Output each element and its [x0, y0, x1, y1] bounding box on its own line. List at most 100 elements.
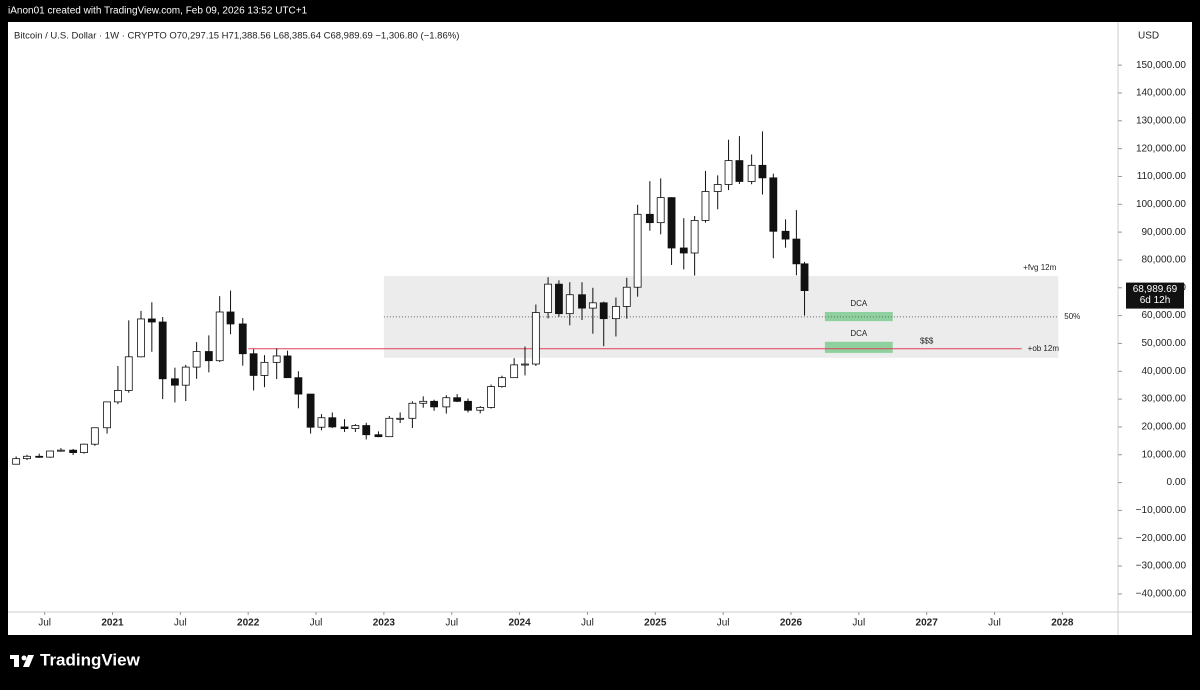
candle-body	[679, 247, 688, 254]
y-tick-label: 30,000.00	[1142, 394, 1187, 405]
candle-body	[645, 213, 654, 224]
candle-body	[747, 164, 756, 182]
candle-body	[476, 407, 485, 411]
candle-body	[724, 160, 733, 185]
candle-body	[57, 449, 65, 452]
annotation: $$$	[920, 336, 934, 345]
candle-body	[656, 197, 665, 224]
candle-body	[90, 427, 99, 445]
candle-body	[769, 177, 778, 232]
candle-body	[215, 311, 224, 362]
candle-body	[487, 386, 495, 408]
y-tick-label: 90,000.00	[1142, 227, 1187, 238]
candle-body	[430, 400, 438, 408]
candle-body	[103, 401, 111, 429]
candle-body	[114, 390, 122, 403]
logo	[10, 655, 34, 667]
zone-label: +fvg 12m	[1023, 263, 1056, 272]
candle-body	[340, 426, 349, 429]
x-tick-label: 2023	[373, 618, 396, 629]
x-tick-label: 2022	[237, 618, 260, 629]
candle-body	[35, 455, 44, 458]
candle-body	[419, 400, 428, 404]
x-tick-label: Jul	[988, 618, 1001, 629]
y-tick-label: 0.00	[1167, 477, 1187, 488]
y-tick-label: −30,000.00	[1136, 561, 1187, 572]
y-tick-label: 150,000.00	[1136, 60, 1186, 71]
candle-body	[226, 311, 235, 325]
candle-body	[510, 364, 519, 379]
candle-body	[238, 323, 247, 355]
candle-body	[464, 400, 472, 411]
candle-body	[362, 425, 371, 436]
candle-body	[124, 356, 133, 391]
x-tick-label: Jul	[310, 618, 323, 629]
x-tick-label: 2025	[644, 618, 667, 629]
candle-body	[69, 449, 78, 453]
candle-body	[260, 361, 269, 376]
x-tick-label: Jul	[717, 618, 730, 629]
candle-body	[701, 191, 710, 221]
candle-body	[12, 458, 21, 465]
currency: USD	[1138, 31, 1159, 42]
x-tick-label: Jul	[174, 618, 187, 629]
candle-body	[374, 434, 383, 438]
level-label: 50%	[1064, 312, 1080, 321]
candle-body	[521, 363, 529, 366]
candle-body	[317, 417, 326, 428]
y-tick-label: 120,000.00	[1136, 143, 1186, 154]
x-tick-label: Jul	[852, 618, 865, 629]
x-tick-label: 2028	[1051, 618, 1074, 629]
candle-body	[328, 417, 337, 428]
price-tag-label: 68,989.69	[1133, 284, 1178, 295]
y-tick-label: 10,000.00	[1142, 449, 1187, 460]
zone	[383, 275, 1059, 358]
candle-body	[612, 306, 620, 320]
candle-body	[283, 355, 292, 379]
y-tick-label: 60,000.00	[1142, 310, 1187, 321]
candle-body	[498, 377, 506, 387]
level-label: +ob 12m	[1028, 344, 1060, 353]
y-tick-label: −10,000.00	[1136, 505, 1187, 516]
candle-body	[758, 164, 767, 179]
candle-body	[735, 160, 744, 182]
candle-body	[306, 393, 315, 428]
x-tick-label: Jul	[38, 618, 51, 629]
zone-label: DCA	[850, 299, 868, 308]
legend: Bitcoin / U.S. Dollar · 1W · CRYPTO O70,…	[14, 31, 459, 42]
countdown: 6d 12h	[1140, 295, 1171, 306]
x-tick-label: 2027	[916, 618, 939, 629]
candle-body	[23, 455, 31, 460]
candle-body	[396, 417, 405, 420]
candle-body	[781, 230, 790, 240]
candle-body	[622, 286, 631, 307]
header: iAnon01 created with TradingView.com, Fe…	[8, 6, 308, 17]
candle-body	[249, 353, 258, 376]
candle-body	[272, 355, 281, 363]
candle-body	[294, 377, 303, 395]
x-tick-label: 2026	[780, 618, 803, 629]
y-tick-label: 140,000.00	[1136, 88, 1186, 99]
y-tick-label: −20,000.00	[1136, 533, 1187, 544]
candle-body	[555, 283, 563, 315]
candle-body	[385, 417, 394, 438]
candle-body	[633, 213, 642, 288]
y-tick-label: 100,000.00	[1136, 199, 1186, 210]
candle-body	[531, 312, 540, 365]
zone-label: DCA	[850, 329, 868, 338]
y-tick-label: 40,000.00	[1142, 366, 1187, 377]
candle-body	[578, 294, 586, 309]
candle-body	[147, 318, 156, 323]
candle-body	[800, 263, 809, 291]
candle-body	[181, 366, 190, 386]
candle-body	[408, 402, 417, 419]
candle-body	[599, 302, 608, 320]
candle-body	[565, 294, 574, 315]
candle-body	[171, 378, 179, 386]
candle-body	[690, 220, 699, 254]
candle-body	[442, 397, 451, 408]
candle-body	[544, 283, 552, 313]
candle-body	[192, 351, 201, 368]
candle-body	[667, 197, 676, 249]
candle-body	[453, 397, 462, 402]
